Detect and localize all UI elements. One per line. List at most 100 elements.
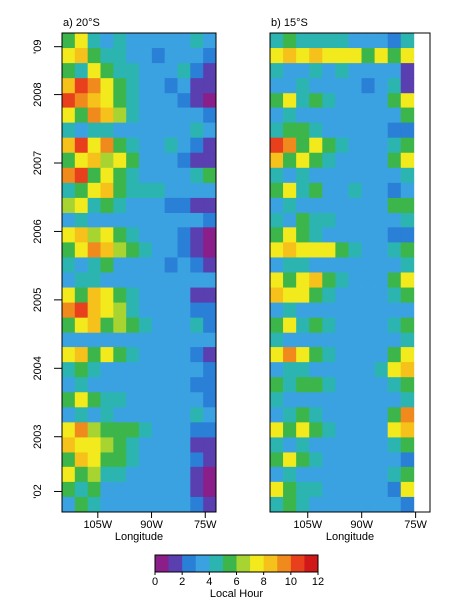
heat-cell <box>400 63 415 79</box>
heat-cell <box>387 481 402 498</box>
heat-cell <box>126 452 140 468</box>
heat-cell <box>203 182 217 199</box>
heat-cell <box>151 107 166 124</box>
heat-cell <box>126 48 140 64</box>
heat-cell <box>126 392 140 408</box>
heat-cell <box>283 466 297 483</box>
heat-cell <box>62 302 76 319</box>
heat-cell <box>74 347 89 363</box>
heat-cell <box>203 107 217 124</box>
heat-cell <box>203 422 217 438</box>
heat-cell <box>270 33 284 49</box>
heat-cell <box>87 257 101 273</box>
heat-cell <box>309 437 323 453</box>
heat-cell <box>113 272 127 288</box>
heat-cell <box>87 122 101 139</box>
heat-cell <box>322 347 336 363</box>
heat-cell <box>190 182 204 199</box>
heat-cell <box>322 167 336 184</box>
heat-cell <box>270 362 284 378</box>
heat-cell <box>309 137 323 154</box>
heat-cell <box>87 78 101 94</box>
heat-cell <box>151 152 166 169</box>
heat-cell <box>177 422 191 438</box>
heat-cell <box>322 197 336 214</box>
heat-cell <box>139 48 153 64</box>
heat-cell <box>296 496 310 513</box>
heat-cell <box>387 317 402 334</box>
heat-cell <box>151 212 166 229</box>
heat-cell <box>296 452 310 468</box>
heat-cell <box>100 272 114 288</box>
x-axis-label: Longitude <box>326 531 374 543</box>
heat-cell <box>190 317 204 334</box>
heat-cell <box>62 272 76 288</box>
heat-cell <box>270 272 284 288</box>
heat-cell <box>335 212 349 229</box>
heat-cell <box>203 481 217 498</box>
colorbar-swatch <box>263 555 278 572</box>
heat-cell <box>400 137 415 154</box>
heat-cell <box>387 362 402 378</box>
heat-cell <box>190 407 204 423</box>
heat-cell <box>113 317 127 334</box>
heat-cell <box>74 481 89 498</box>
plot-frame <box>269 32 431 513</box>
heat-cell <box>387 107 402 124</box>
heat-cell <box>113 496 127 513</box>
heat-cell <box>126 227 140 243</box>
x-tick-label: 75W <box>194 519 217 531</box>
heat-cell <box>164 182 178 199</box>
heat-cell <box>177 93 191 109</box>
heat-cell <box>177 302 191 319</box>
heat-cell <box>177 452 191 468</box>
heat-cell <box>203 212 217 229</box>
heat-cell <box>270 481 284 498</box>
heat-cell <box>348 407 362 423</box>
heat-cell <box>348 122 362 139</box>
heat-cell <box>74 362 89 378</box>
heat-cell <box>113 33 127 49</box>
heat-cell <box>87 93 101 109</box>
heat-cell <box>374 481 389 498</box>
heat-cell <box>283 33 297 49</box>
heat-cell <box>87 272 101 288</box>
heat-cell <box>296 287 310 304</box>
heat-cell <box>296 481 310 498</box>
heat-cell <box>151 287 166 304</box>
heat-cell <box>164 481 178 498</box>
heat-cell <box>374 422 389 438</box>
heat-cell <box>62 93 76 109</box>
heat-cell <box>203 287 217 304</box>
heat-cell <box>387 93 402 109</box>
heat-cell <box>74 496 89 513</box>
heat-cell <box>190 63 204 79</box>
y-tick-label: 2003 <box>32 424 44 448</box>
heat-cell <box>74 422 89 438</box>
heat-cell <box>74 452 89 468</box>
heat-cell <box>335 107 349 124</box>
heat-cell <box>400 377 415 393</box>
heat-cell <box>387 257 402 273</box>
heat-cell <box>190 212 204 229</box>
heat-cell <box>190 257 204 273</box>
heat-cell <box>74 407 89 423</box>
heat-cell <box>139 287 153 304</box>
heat-cell <box>270 287 284 304</box>
heat-cell <box>309 422 323 438</box>
heat-cell <box>190 197 204 214</box>
heat-cell <box>283 107 297 124</box>
heat-cell <box>139 392 153 408</box>
heat-cell <box>164 33 178 49</box>
heat-cell <box>361 466 375 483</box>
heat-cell <box>322 481 336 498</box>
heat-cell <box>190 392 204 408</box>
heat-cell <box>309 362 323 378</box>
heat-cell <box>348 257 362 273</box>
heat-cell <box>126 466 140 483</box>
heat-cell <box>387 272 402 288</box>
heat-cell <box>361 392 375 408</box>
heat-cell <box>113 422 127 438</box>
heat-cell <box>151 332 166 349</box>
heat-cell <box>100 466 114 483</box>
